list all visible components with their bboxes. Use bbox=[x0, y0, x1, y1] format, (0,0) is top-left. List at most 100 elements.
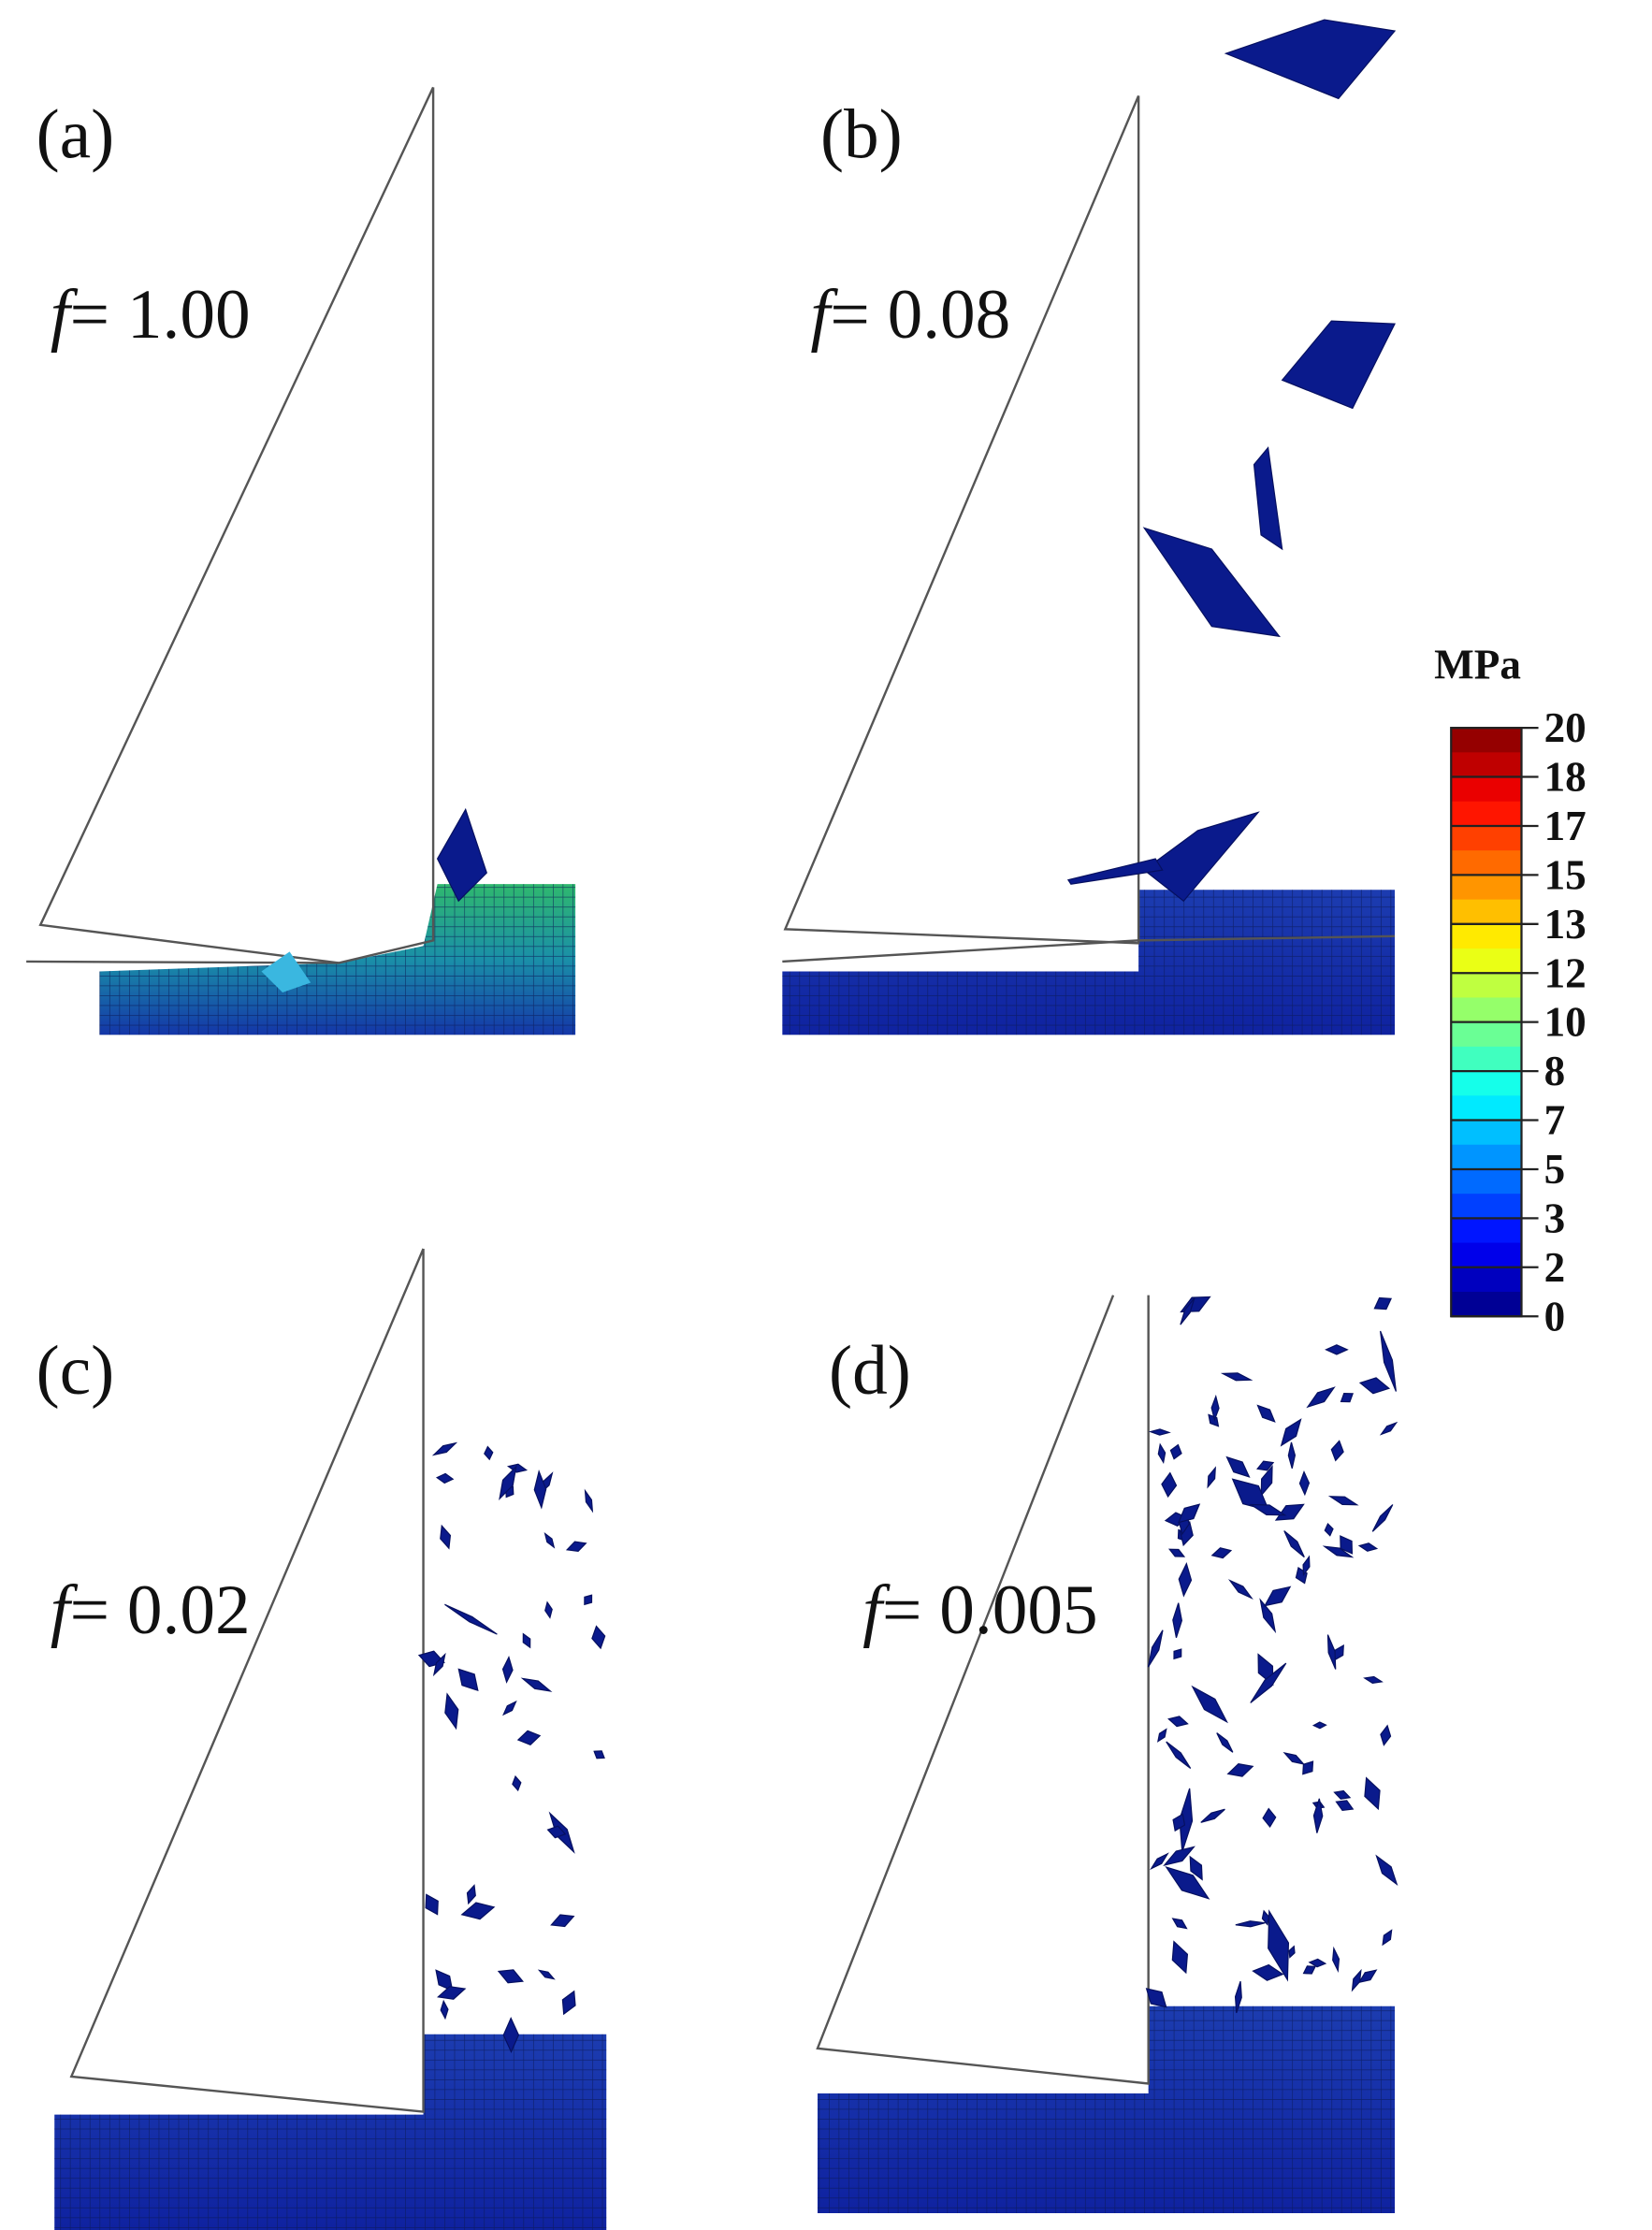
chip-fragment bbox=[512, 1774, 522, 1792]
chip-fragment bbox=[1375, 1854, 1398, 1886]
chip-fragment bbox=[1333, 1644, 1344, 1661]
chip-fragment bbox=[1302, 1965, 1316, 1975]
colorbar-band bbox=[1451, 973, 1522, 999]
chip-fragment bbox=[497, 1969, 525, 1984]
chip-fragment bbox=[1380, 1724, 1392, 1746]
chip-fragment bbox=[1263, 1586, 1292, 1607]
chip-fragment bbox=[537, 1969, 556, 1980]
chip-fragment bbox=[484, 1445, 494, 1461]
chip-fragment bbox=[565, 1541, 587, 1553]
panel-b bbox=[782, 19, 1397, 1035]
colorbar-band bbox=[1451, 801, 1522, 827]
colorbar-band bbox=[1451, 1292, 1522, 1317]
chip-fragment bbox=[522, 1632, 531, 1649]
chip-fragment bbox=[544, 1600, 553, 1619]
colorbar-band bbox=[1451, 1194, 1522, 1220]
chip-fragment bbox=[1226, 1763, 1254, 1777]
chip-fragment bbox=[1330, 1440, 1344, 1462]
chip-fragment bbox=[1322, 1545, 1355, 1558]
chip-fragment bbox=[520, 1677, 553, 1692]
chip-fragment bbox=[1235, 1920, 1266, 1928]
tool bbox=[69, 1248, 425, 2113]
panel-c bbox=[54, 1248, 607, 2230]
colorbar-band bbox=[1451, 948, 1522, 974]
chip-fragment bbox=[1210, 1547, 1233, 1559]
chip-fragment bbox=[1363, 1675, 1384, 1684]
colorbar-band bbox=[1451, 923, 1522, 949]
colorbar-tick-label: 5 bbox=[1544, 1146, 1566, 1193]
chip-fragment bbox=[533, 1470, 547, 1510]
value: = 0.08 bbox=[830, 276, 1010, 354]
chip-fragment bbox=[1216, 1732, 1234, 1753]
chip-fragment bbox=[1210, 1394, 1220, 1422]
chip-fragment bbox=[516, 1730, 542, 1745]
value: = 1.00 bbox=[70, 276, 251, 354]
chip-fragment bbox=[1311, 1721, 1327, 1730]
chip-fragment bbox=[1380, 1330, 1397, 1392]
chip-fragment bbox=[506, 1463, 529, 1473]
chip-fragment bbox=[1145, 1988, 1167, 2008]
parameter-label: f= 1.00 bbox=[51, 276, 251, 354]
chip-fragment bbox=[1220, 1372, 1253, 1382]
chip-fragment bbox=[1268, 1909, 1290, 1982]
chip-fragment bbox=[1364, 1776, 1381, 1811]
colorbar-band bbox=[1451, 850, 1522, 876]
mesh bbox=[54, 2034, 607, 2230]
chip-fragment bbox=[584, 1488, 594, 1513]
chip-fragment bbox=[1259, 1598, 1277, 1634]
value: = 0.02 bbox=[70, 1571, 251, 1649]
chip-fragment bbox=[1171, 1940, 1189, 1975]
chip-fragment bbox=[1287, 1441, 1297, 1470]
parameter-label: f= 0.08 bbox=[810, 276, 1010, 354]
chip-fragment bbox=[1312, 1798, 1324, 1833]
chip-fragment bbox=[1262, 1807, 1277, 1829]
mesh bbox=[782, 890, 1396, 1035]
colorbar-band bbox=[1451, 875, 1522, 901]
chip-fragment bbox=[591, 1625, 606, 1650]
chip-fragment bbox=[593, 1750, 605, 1759]
chip-fragment bbox=[261, 951, 312, 993]
panel-labels: (a) f= 1.00 (b) f= 0.08 (c) f= 0.02 (d) f= 0.00… bbox=[36, 96, 1098, 1649]
chip-fragment bbox=[444, 1692, 459, 1730]
panel-label: (c) bbox=[36, 1332, 115, 1410]
chip-fragment bbox=[1225, 1455, 1251, 1478]
chip-fragment bbox=[466, 1884, 476, 1905]
chip-fragment bbox=[1280, 1418, 1302, 1447]
chip-fragment bbox=[1340, 1535, 1354, 1555]
chip-fragment bbox=[1172, 1813, 1186, 1832]
chip-fragment bbox=[1335, 1800, 1355, 1812]
chip-fragment bbox=[502, 1700, 517, 1716]
chip-fragment bbox=[584, 1594, 593, 1606]
colorbar-band bbox=[1451, 1095, 1522, 1122]
chip-fragment bbox=[457, 1668, 479, 1692]
chip-fragment bbox=[1171, 1918, 1188, 1930]
colorbar-band bbox=[1451, 1144, 1522, 1170]
chip-fragment bbox=[444, 1603, 498, 1635]
colorbar-tick-label: 12 bbox=[1544, 949, 1587, 996]
colorbar-tick-label: 15 bbox=[1544, 851, 1587, 898]
chip-fragment bbox=[1148, 1428, 1171, 1436]
chip-fragment bbox=[1332, 1946, 1340, 1973]
colorbar-band bbox=[1451, 776, 1522, 803]
colorbar-band bbox=[1451, 825, 1522, 851]
chip-fragment bbox=[1274, 1503, 1305, 1521]
mesh bbox=[817, 2006, 1396, 2213]
colorbar-tick-label: 2 bbox=[1544, 1244, 1566, 1291]
colorbar-band bbox=[1451, 728, 1522, 754]
chip-fragment bbox=[1351, 1968, 1362, 1992]
chip-fragment bbox=[1298, 1470, 1311, 1497]
chip-fragment bbox=[1333, 1789, 1352, 1800]
parameter-label: f= 0.02 bbox=[51, 1571, 251, 1649]
chip-fragment bbox=[561, 1990, 576, 2016]
chip-fragment bbox=[550, 1914, 575, 1928]
chip-fragment bbox=[1191, 1685, 1228, 1724]
chip-fragment bbox=[1256, 1460, 1275, 1471]
chip-fragment bbox=[1147, 1629, 1164, 1668]
chip-fragment bbox=[501, 1656, 514, 1684]
colorbar-tick-label: 7 bbox=[1544, 1097, 1566, 1144]
chip-fragment bbox=[1163, 1846, 1196, 1867]
chip-fragment bbox=[1167, 1548, 1186, 1557]
chip-fragment bbox=[1283, 1530, 1305, 1558]
chip-fragment bbox=[543, 1531, 556, 1549]
